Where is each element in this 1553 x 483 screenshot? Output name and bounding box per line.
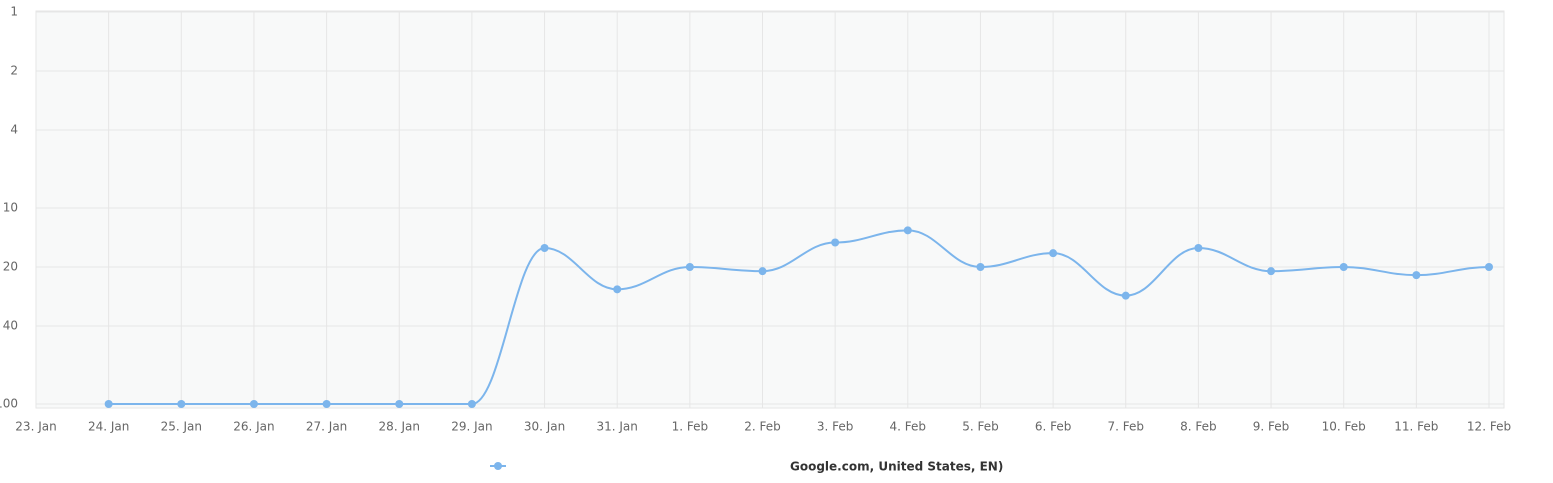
data-point <box>1485 263 1493 272</box>
legend-marker <box>494 462 502 470</box>
x-tick-label: 1. Feb <box>672 420 709 434</box>
x-tick-label: 31. Jan <box>596 420 637 434</box>
x-tick-label: 6. Feb <box>1035 420 1072 434</box>
data-point <box>540 244 549 253</box>
x-tick-label: 11. Feb <box>1394 420 1438 434</box>
x-tick-label: 25. Jan <box>161 420 202 434</box>
x-tick-label: 10. Feb <box>1322 420 1366 434</box>
y-tick-label: 4 <box>10 123 18 137</box>
y-tick-label: 1 <box>10 5 18 19</box>
x-tick-label: 28. Jan <box>379 420 420 434</box>
data-point <box>613 285 622 294</box>
x-tick-label: 29. Jan <box>451 420 492 434</box>
data-point <box>831 238 840 247</box>
x-tick-label: 4. Feb <box>890 420 927 434</box>
data-point <box>104 400 113 408</box>
data-point <box>395 400 404 408</box>
y-tick-label: 20 <box>3 260 18 274</box>
x-tick-label: 7. Feb <box>1107 420 1144 434</box>
legend-label: Google.com, United States, EN) <box>790 460 1003 474</box>
x-tick-label: 5. Feb <box>962 420 999 434</box>
x-tick-label: 26. Jan <box>233 420 274 434</box>
data-point <box>249 400 258 408</box>
y-tick-label: 10 <box>3 201 18 215</box>
data-point <box>1412 271 1421 280</box>
series-line <box>108 229 1490 406</box>
x-tick-label: 30. Jan <box>524 420 565 434</box>
data-point <box>322 400 331 408</box>
data-point <box>976 263 985 272</box>
y-tick-label: 2 <box>10 64 18 78</box>
x-tick-label: 3. Feb <box>817 420 854 434</box>
x-tick-label: 27. Jan <box>306 420 347 434</box>
data-point <box>1194 244 1203 253</box>
data-point <box>685 263 694 272</box>
x-tick-label: 2. Feb <box>744 420 781 434</box>
plot-area <box>35 10 1505 409</box>
data-point <box>1121 291 1130 300</box>
y-tick-label: 40 <box>3 319 18 333</box>
x-tick-label: 23. Jan <box>15 420 56 434</box>
data-point <box>903 226 912 235</box>
data-point <box>1339 263 1348 272</box>
x-tick-label: 9. Feb <box>1253 420 1290 434</box>
x-tick-label: 24. Jan <box>88 420 129 434</box>
data-point <box>177 400 186 408</box>
y-tick-label: 100 <box>0 397 18 411</box>
data-point <box>1267 267 1276 276</box>
x-tick-label: 12. Feb <box>1467 420 1511 434</box>
x-tick-label: 8. Feb <box>1180 420 1217 434</box>
data-point <box>758 267 767 276</box>
data-point <box>467 400 476 408</box>
data-point <box>1049 249 1058 258</box>
